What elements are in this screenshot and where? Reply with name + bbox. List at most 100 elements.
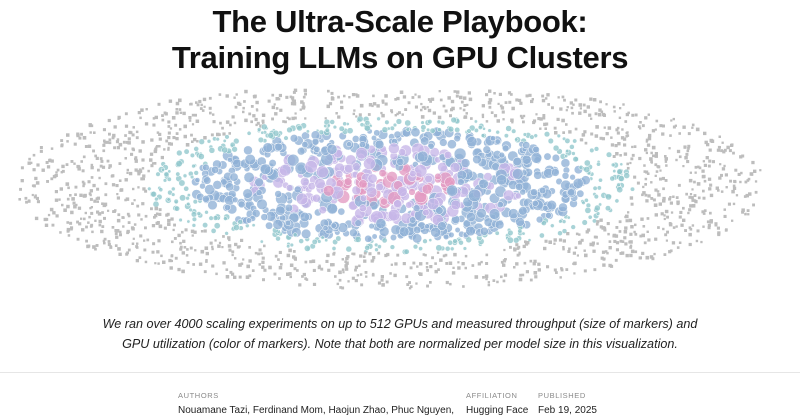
low-utilization-marker <box>161 114 164 117</box>
low-utilization-marker <box>248 246 251 249</box>
low-utilization-marker <box>659 124 663 128</box>
low-utilization-marker <box>502 118 505 121</box>
throughput-marker <box>434 172 442 181</box>
low-utilization-marker <box>233 96 236 99</box>
low-utilization-marker <box>649 255 654 259</box>
low-utilization-marker <box>291 99 295 102</box>
low-utilization-marker <box>135 259 139 263</box>
throughput-marker <box>191 163 196 169</box>
low-utilization-marker <box>87 244 91 248</box>
throughput-marker <box>311 138 320 146</box>
low-utilization-marker <box>691 126 694 129</box>
low-utilization-marker <box>167 120 171 124</box>
low-utilization-marker <box>437 115 442 120</box>
throughput-marker <box>323 185 335 197</box>
low-utilization-marker <box>377 281 381 285</box>
low-utilization-marker <box>424 107 427 110</box>
low-utilization-marker <box>591 241 595 245</box>
low-utilization-marker <box>500 106 505 110</box>
low-utilization-marker <box>108 138 112 142</box>
low-utilization-marker <box>429 100 432 103</box>
throughput-marker <box>231 146 238 153</box>
low-utilization-marker <box>718 135 721 138</box>
low-utilization-marker <box>707 177 712 181</box>
low-utilization-marker <box>497 102 500 105</box>
throughput-marker <box>605 205 611 212</box>
throughput-marker <box>212 180 223 190</box>
low-utilization-marker <box>698 166 702 170</box>
throughput-marker <box>437 221 447 231</box>
low-utilization-marker <box>630 202 634 206</box>
throughput-marker <box>191 223 197 228</box>
low-utilization-marker <box>238 275 242 279</box>
throughput-marker <box>488 208 501 220</box>
low-utilization-marker <box>425 262 429 265</box>
low-utilization-marker <box>642 185 645 189</box>
low-utilization-marker <box>490 111 494 114</box>
low-utilization-marker <box>212 120 216 124</box>
low-utilization-marker <box>111 183 116 187</box>
low-utilization-marker <box>70 226 74 230</box>
throughput-marker <box>583 166 591 173</box>
low-utilization-marker <box>351 93 356 97</box>
throughput-marker <box>409 170 417 178</box>
low-utilization-marker <box>330 97 335 101</box>
low-utilization-marker <box>279 108 283 112</box>
throughput-marker <box>443 233 450 240</box>
low-utilization-marker <box>605 132 609 136</box>
low-utilization-marker <box>544 97 548 100</box>
low-utilization-marker <box>354 279 358 283</box>
low-utilization-marker <box>195 119 200 123</box>
low-utilization-marker <box>583 109 587 114</box>
low-utilization-marker <box>141 202 145 206</box>
low-utilization-marker <box>225 120 230 124</box>
low-utilization-marker <box>262 121 265 125</box>
low-utilization-marker <box>105 140 109 144</box>
low-utilization-marker <box>654 154 658 158</box>
low-utilization-marker <box>254 117 258 122</box>
low-utilization-marker <box>386 252 390 257</box>
low-utilization-marker <box>345 256 349 261</box>
throughput-marker <box>612 169 617 174</box>
low-utilization-marker <box>451 106 455 111</box>
low-utilization-marker <box>152 123 156 127</box>
low-utilization-marker <box>445 280 449 285</box>
low-utilization-marker <box>140 177 144 181</box>
low-utilization-marker <box>477 262 481 266</box>
low-utilization-marker <box>293 267 297 271</box>
low-utilization-marker <box>678 241 682 244</box>
low-utilization-marker <box>723 148 727 152</box>
low-utilization-marker <box>263 244 266 248</box>
low-utilization-marker <box>508 100 512 104</box>
low-utilization-marker <box>238 263 242 267</box>
low-utilization-marker <box>100 229 104 234</box>
throughput-marker <box>381 237 388 244</box>
low-utilization-marker <box>190 133 193 137</box>
low-utilization-marker <box>565 123 568 126</box>
low-utilization-marker <box>515 98 519 102</box>
throughput-marker <box>558 202 568 213</box>
low-utilization-marker <box>664 157 668 161</box>
low-utilization-marker <box>610 136 613 139</box>
low-utilization-marker <box>648 133 652 138</box>
low-utilization-marker <box>616 131 620 135</box>
low-utilization-marker <box>629 253 633 258</box>
low-utilization-marker <box>354 265 358 269</box>
throughput-marker <box>550 223 555 228</box>
low-utilization-marker <box>289 95 293 99</box>
low-utilization-marker <box>615 226 619 229</box>
low-utilization-marker <box>172 136 176 140</box>
low-utilization-marker <box>181 269 185 274</box>
low-utilization-marker <box>107 209 110 212</box>
low-utilization-marker <box>461 262 465 266</box>
throughput-marker <box>232 196 239 203</box>
low-utilization-marker <box>27 199 31 202</box>
throughput-marker <box>630 186 635 192</box>
low-utilization-marker <box>240 262 244 266</box>
throughput-marker <box>367 173 378 184</box>
low-utilization-marker <box>82 155 86 159</box>
low-utilization-marker <box>541 94 545 98</box>
low-utilization-marker <box>20 166 24 170</box>
low-utilization-marker <box>274 254 278 258</box>
low-utilization-marker <box>437 268 440 271</box>
